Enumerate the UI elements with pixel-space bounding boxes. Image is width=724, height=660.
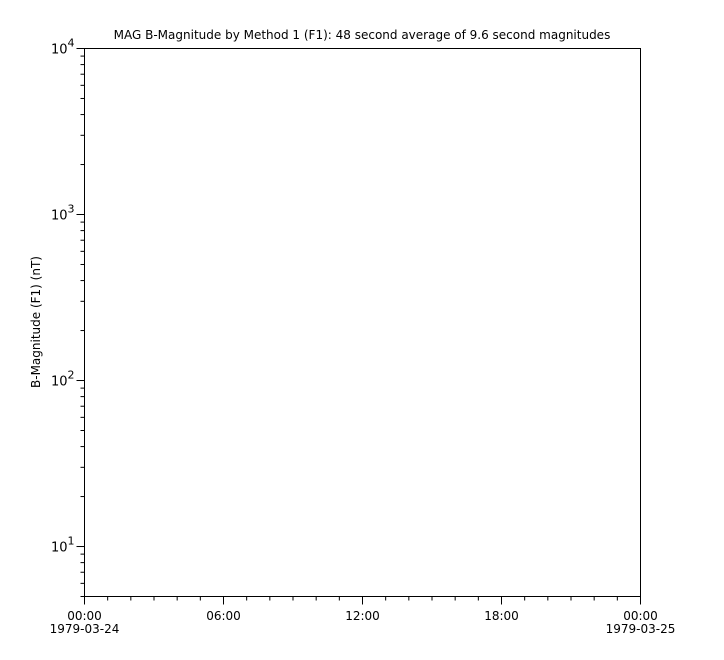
x-tick-label: 12:00	[345, 609, 380, 623]
y-tick-label: 101	[51, 535, 75, 556]
y-tick-label: 102	[51, 369, 75, 390]
x-tick-label: 00:00	[67, 609, 102, 623]
x-tick-label: 18:00	[484, 609, 519, 623]
x-tick-date-label: 1979-03-25	[606, 622, 676, 636]
x-tick-date-label: 1979-03-24	[50, 622, 120, 636]
y-tick-label: 104	[51, 37, 75, 58]
x-tick-label: 06:00	[206, 609, 241, 623]
y-axis-label: B-Magnitude (F1) (nT)	[29, 256, 43, 388]
y-tick-label: 103	[51, 203, 75, 224]
plot-area	[84, 48, 641, 597]
chart-title: MAG B-Magnitude by Method 1 (F1): 48 sec…	[114, 28, 611, 42]
x-tick-label: 00:00	[623, 609, 658, 623]
y-axis: 101 102 103 104	[51, 37, 85, 597]
